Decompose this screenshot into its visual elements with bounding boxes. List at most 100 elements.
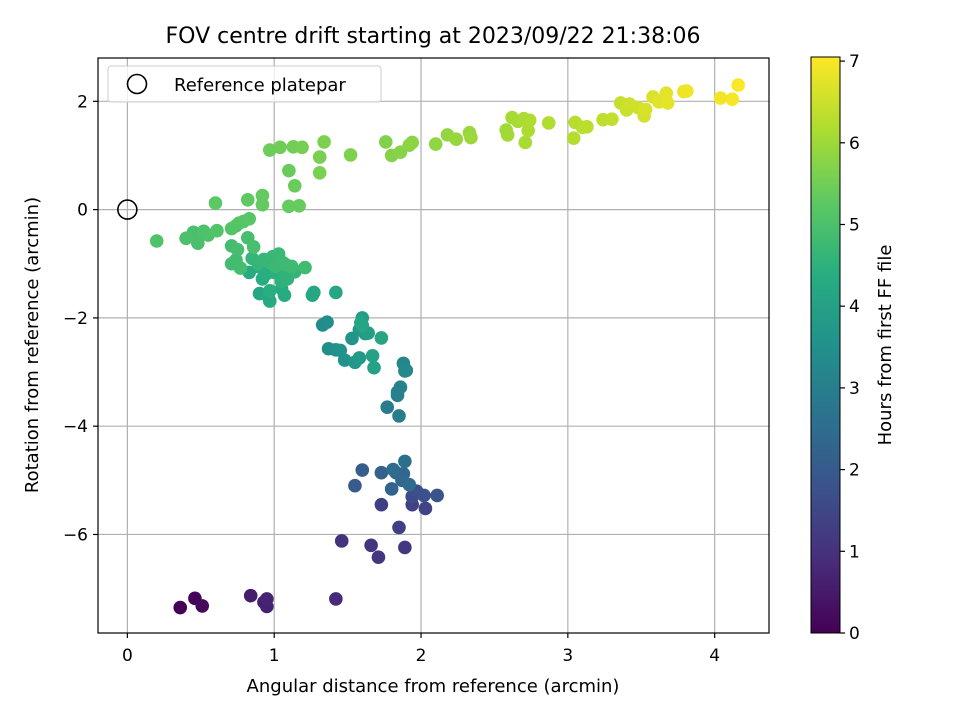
data-point bbox=[208, 196, 223, 210]
colorbar-tick-label: 2 bbox=[849, 461, 860, 481]
data-point bbox=[374, 331, 389, 345]
legend-label: Reference platepar bbox=[174, 75, 346, 96]
data-point bbox=[312, 150, 327, 164]
data-point bbox=[713, 91, 728, 105]
legend-open-circle-icon bbox=[126, 73, 148, 95]
data-point bbox=[417, 488, 431, 503]
data-point bbox=[287, 178, 302, 193]
data-point bbox=[522, 113, 537, 128]
x-axis-label: Angular distance from reference (arcmin) bbox=[247, 676, 620, 697]
data-point bbox=[262, 284, 277, 298]
colorbar-tick-label: 7 bbox=[849, 52, 860, 72]
data-point bbox=[660, 96, 675, 110]
data-point bbox=[402, 477, 417, 492]
data-point bbox=[428, 137, 443, 151]
colorbar: 0 1 2 3 4 5 6 7 Hours from first FF file bbox=[810, 52, 896, 644]
y-tick-label: 2 bbox=[77, 92, 88, 112]
data-point bbox=[273, 140, 287, 155]
data-point bbox=[679, 84, 694, 98]
data-point bbox=[149, 234, 164, 248]
data-point bbox=[343, 148, 358, 162]
data-point bbox=[355, 318, 370, 333]
x-axis-ticks: 0 1 2 3 4 bbox=[122, 633, 720, 666]
data-point bbox=[320, 315, 334, 330]
data-point bbox=[386, 462, 400, 477]
y-tick-label: −4 bbox=[63, 417, 88, 437]
data-point bbox=[638, 102, 653, 117]
data-point bbox=[518, 135, 533, 150]
axes-frame bbox=[97, 57, 770, 634]
chart-title: FOV centre drift starting at 2023/09/22 … bbox=[166, 24, 701, 49]
data-point bbox=[352, 351, 367, 365]
data-point bbox=[295, 140, 309, 155]
data-point bbox=[430, 488, 444, 503]
colorbar-tick-label: 3 bbox=[849, 379, 860, 399]
data-point bbox=[298, 260, 312, 275]
data-point bbox=[173, 600, 188, 615]
data-point bbox=[371, 550, 386, 564]
colorbar-tick-label: 5 bbox=[849, 215, 860, 235]
legend-box bbox=[107, 65, 382, 103]
x-tick-label: 4 bbox=[709, 646, 720, 666]
data-point bbox=[405, 135, 420, 150]
data-point bbox=[398, 364, 412, 378]
data-point bbox=[605, 112, 619, 126]
data-point bbox=[277, 288, 292, 302]
data-point bbox=[312, 165, 327, 180]
plot-area: 0 1 2 3 4 2 0 −2 −4 −6 bbox=[63, 57, 770, 666]
data-point bbox=[378, 135, 393, 149]
data-point bbox=[374, 497, 389, 512]
data-point bbox=[233, 261, 248, 275]
data-point bbox=[374, 465, 389, 480]
colorbar-label: Hours from first FF file bbox=[875, 245, 896, 446]
data-point bbox=[355, 463, 370, 477]
reference-platepar-marker bbox=[117, 199, 138, 220]
data-point bbox=[521, 123, 536, 138]
x-tick-label: 1 bbox=[269, 646, 280, 666]
data-point bbox=[500, 128, 515, 142]
legend: Reference platepar bbox=[107, 65, 382, 103]
data-point bbox=[580, 119, 594, 134]
colorbar-ticks: 0 1 2 3 4 5 6 7 bbox=[840, 52, 860, 644]
data-point bbox=[191, 236, 205, 250]
data-point bbox=[449, 132, 464, 147]
data-point bbox=[464, 130, 478, 145]
y-axis-label: Rotation from reference (arcmin) bbox=[22, 197, 43, 493]
data-point bbox=[240, 193, 255, 207]
data-point bbox=[255, 197, 270, 212]
colorbar-gradient bbox=[810, 56, 841, 634]
data-point bbox=[392, 520, 406, 535]
x-tick-label: 3 bbox=[562, 646, 573, 666]
y-tick-label: −2 bbox=[63, 309, 88, 329]
y-tick-label: 0 bbox=[77, 201, 88, 221]
x-tick-label: 2 bbox=[416, 646, 427, 666]
data-point bbox=[348, 478, 362, 493]
data-point bbox=[365, 348, 380, 363]
data-point bbox=[541, 116, 556, 130]
data-point bbox=[285, 259, 299, 274]
data-points bbox=[149, 78, 745, 615]
data-point bbox=[380, 400, 395, 415]
data-point bbox=[210, 223, 224, 238]
data-point bbox=[384, 482, 399, 496]
data-point bbox=[329, 592, 343, 606]
data-point bbox=[292, 199, 306, 213]
data-point bbox=[725, 92, 740, 106]
colorbar-tick-label: 1 bbox=[849, 542, 860, 562]
data-point bbox=[260, 592, 274, 606]
data-point bbox=[329, 285, 343, 300]
data-point bbox=[242, 212, 257, 226]
colorbar-tick-label: 0 bbox=[849, 624, 860, 644]
data-point bbox=[282, 199, 296, 214]
data-point bbox=[317, 135, 331, 149]
data-point bbox=[334, 534, 349, 548]
data-point bbox=[398, 540, 412, 555]
data-point bbox=[418, 501, 433, 516]
data-point bbox=[262, 143, 277, 157]
data-point bbox=[731, 78, 745, 92]
data-point bbox=[392, 409, 406, 423]
data-point bbox=[179, 231, 193, 246]
data-point bbox=[566, 131, 581, 145]
data-point bbox=[282, 163, 296, 178]
data-point bbox=[393, 380, 408, 394]
